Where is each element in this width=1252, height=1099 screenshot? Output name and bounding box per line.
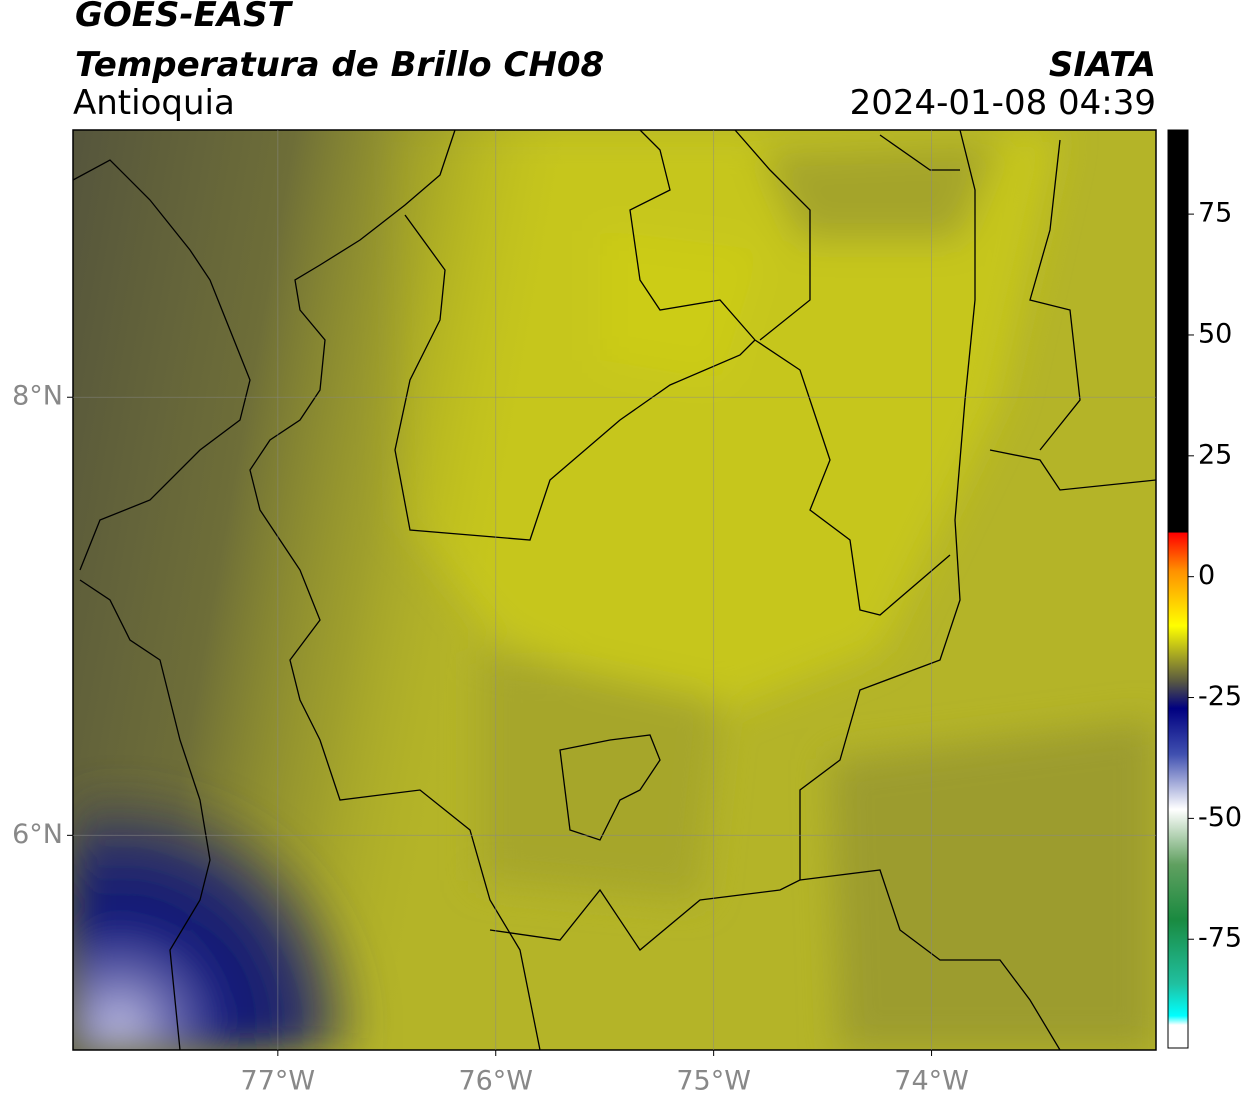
colorbar-tick-label: 75 bbox=[1198, 198, 1232, 229]
subtitle: Temperatura de Brillo CH08 bbox=[75, 45, 605, 85]
temperature-field bbox=[73, 130, 1156, 1050]
colorbar-tick-label: 0 bbox=[1198, 560, 1215, 591]
map-frame bbox=[72, 129, 1157, 1051]
source: SIATA bbox=[1048, 45, 1156, 85]
title: GOES-EAST bbox=[75, 0, 291, 35]
lon-tick-label: 76°W bbox=[458, 1066, 533, 1097]
region: Antioquia bbox=[73, 83, 235, 123]
colorbar-tick-label: -75 bbox=[1198, 923, 1242, 954]
lat-tick-label: 8°N bbox=[12, 381, 63, 412]
colorbar-tick-label: 50 bbox=[1198, 318, 1232, 349]
colorbar-tick-label: -50 bbox=[1198, 802, 1242, 833]
lat-tick-label: 6°N bbox=[12, 819, 63, 850]
lon-tick-label: 75°W bbox=[676, 1066, 751, 1097]
colorbar-tick-label: -25 bbox=[1198, 681, 1242, 712]
lon-tick-label: 77°W bbox=[241, 1066, 316, 1097]
borders bbox=[73, 130, 1156, 1050]
colorbar bbox=[1167, 129, 1189, 1049]
colorbar-tick-label: 25 bbox=[1198, 439, 1232, 470]
timestamp: 2024-01-08 04:39 bbox=[849, 83, 1156, 123]
lon-tick-label: 74°W bbox=[894, 1066, 969, 1097]
